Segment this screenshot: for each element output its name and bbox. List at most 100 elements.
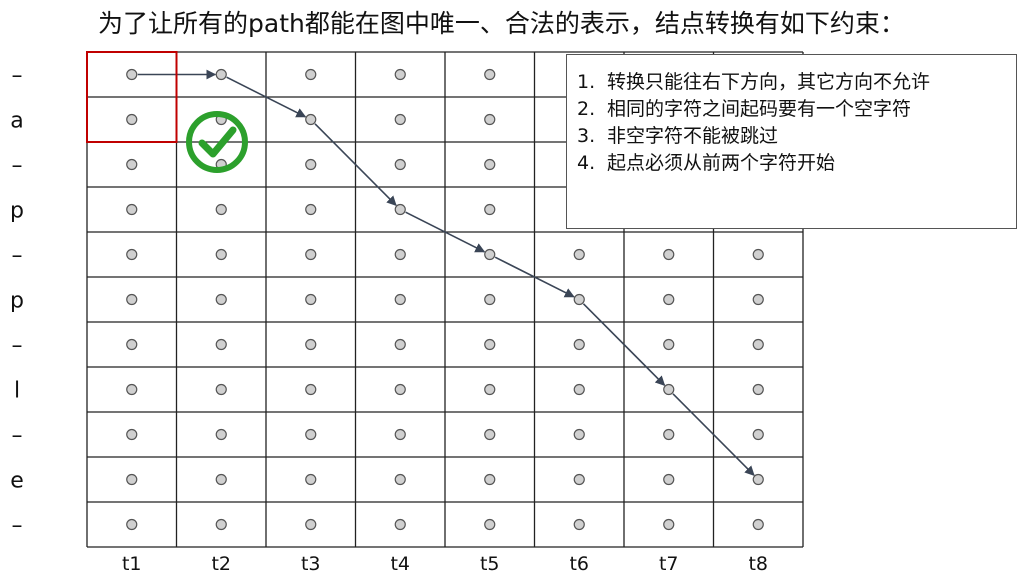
grid-node [215,428,227,441]
grid-lines [86,51,804,548]
grid-node [126,473,138,486]
column-label: t1 [122,553,142,575]
grid-node [573,383,585,396]
column-label: t3 [301,553,321,575]
grid-node [752,473,764,486]
column-label: t2 [211,553,231,575]
column-label: t5 [480,553,500,575]
rules-list: 1. 转换只能往右下方向，其它方向不允许 2. 相同的字符之间起码要有一个空字符 3… [577,69,1006,177]
grid-node [663,518,675,531]
grid-node [215,518,227,531]
grid-node [752,338,764,351]
row-label: p [10,289,24,314]
row-label: p [10,199,24,224]
grid-node [305,338,317,351]
grid-node [215,203,227,216]
rule-number: 1. [577,71,596,93]
rule-number: 4. [577,152,596,174]
grid-node [752,293,764,306]
grid-node [573,518,585,531]
path-arrow [314,123,397,206]
grid-node [126,293,138,306]
grid-node [573,293,585,306]
grid-node [663,473,675,486]
grid-node [305,113,317,126]
row-label: l [14,379,20,404]
rule-item: 2. 相同的字符之间起码要有一个空字符 [577,96,1006,123]
row-label: – [12,244,23,269]
path-arrow [672,393,755,476]
grid-node [484,383,496,396]
row-label: – [12,514,23,539]
grid-node [126,248,138,261]
grid-node [484,518,496,531]
grid-node [484,338,496,351]
column-label: t8 [748,553,768,575]
row-label: – [12,334,23,359]
grid-node [394,113,406,126]
grid-node [215,68,227,81]
grid-node [305,68,317,81]
grid-node [215,473,227,486]
grid-node [305,248,317,261]
grid-node [394,518,406,531]
grid-node [752,428,764,441]
grid-node [573,473,585,486]
grid-node [394,473,406,486]
grid-node [484,158,496,171]
grid-node [484,473,496,486]
grid-node [126,383,138,396]
grid-node [752,248,764,261]
row-labels: – a – p – p – l – e – [10,64,24,539]
grid-node [484,293,496,306]
rule-number: 3. [577,125,596,147]
grid-node [663,383,675,396]
page-title: 为了让所有的path都能在图中唯一、合法的表示，结点转换有如下约束： [98,9,905,38]
grid-node [305,473,317,486]
grid-node [573,338,585,351]
row-label: e [10,469,24,494]
row-label: – [12,424,23,449]
rule-item: 1. 转换只能往右下方向，其它方向不允许 [577,69,1006,96]
grid-node [663,338,675,351]
grid-node [484,68,496,81]
grid-node [215,248,227,261]
grid-node [663,248,675,261]
grid-node [394,203,406,216]
grid-node [126,113,138,126]
grid-node [215,293,227,306]
grid-node [752,518,764,531]
rule-item: 4. 起点必须从前两个字符开始 [577,150,1006,177]
grid-node [394,293,406,306]
rules-box: 1. 转换只能往右下方向，其它方向不允许 2. 相同的字符之间起码要有一个空字符 3… [566,54,1017,229]
grid-node [394,248,406,261]
grid-node [663,293,675,306]
rule-text: 起点必须从前两个字符开始 [607,152,836,174]
path-arrow [494,256,575,298]
rule-item: 3. 非空字符不能被跳过 [577,123,1006,150]
rule-number: 2. [577,98,596,120]
grid-node [126,68,138,81]
column-label: t4 [390,553,410,575]
grid-node [484,428,496,441]
grid-node [215,338,227,351]
rule-text: 转换只能往右下方向，其它方向不允许 [607,71,931,93]
row-label: a [10,109,23,134]
grid-node [573,428,585,441]
grid-node [305,158,317,171]
row-label: – [12,64,23,89]
grid-node [126,428,138,441]
grid-node [484,248,496,261]
grid-node [752,383,764,396]
grid-node [305,428,317,441]
grid-node [126,518,138,531]
column-label: t7 [659,553,679,575]
grid-node [215,383,227,396]
grid-node [484,203,496,216]
grid-node [305,203,317,216]
grid-node [394,338,406,351]
start-highlight-box [86,51,178,143]
grid-node [305,293,317,306]
grid-node [394,383,406,396]
